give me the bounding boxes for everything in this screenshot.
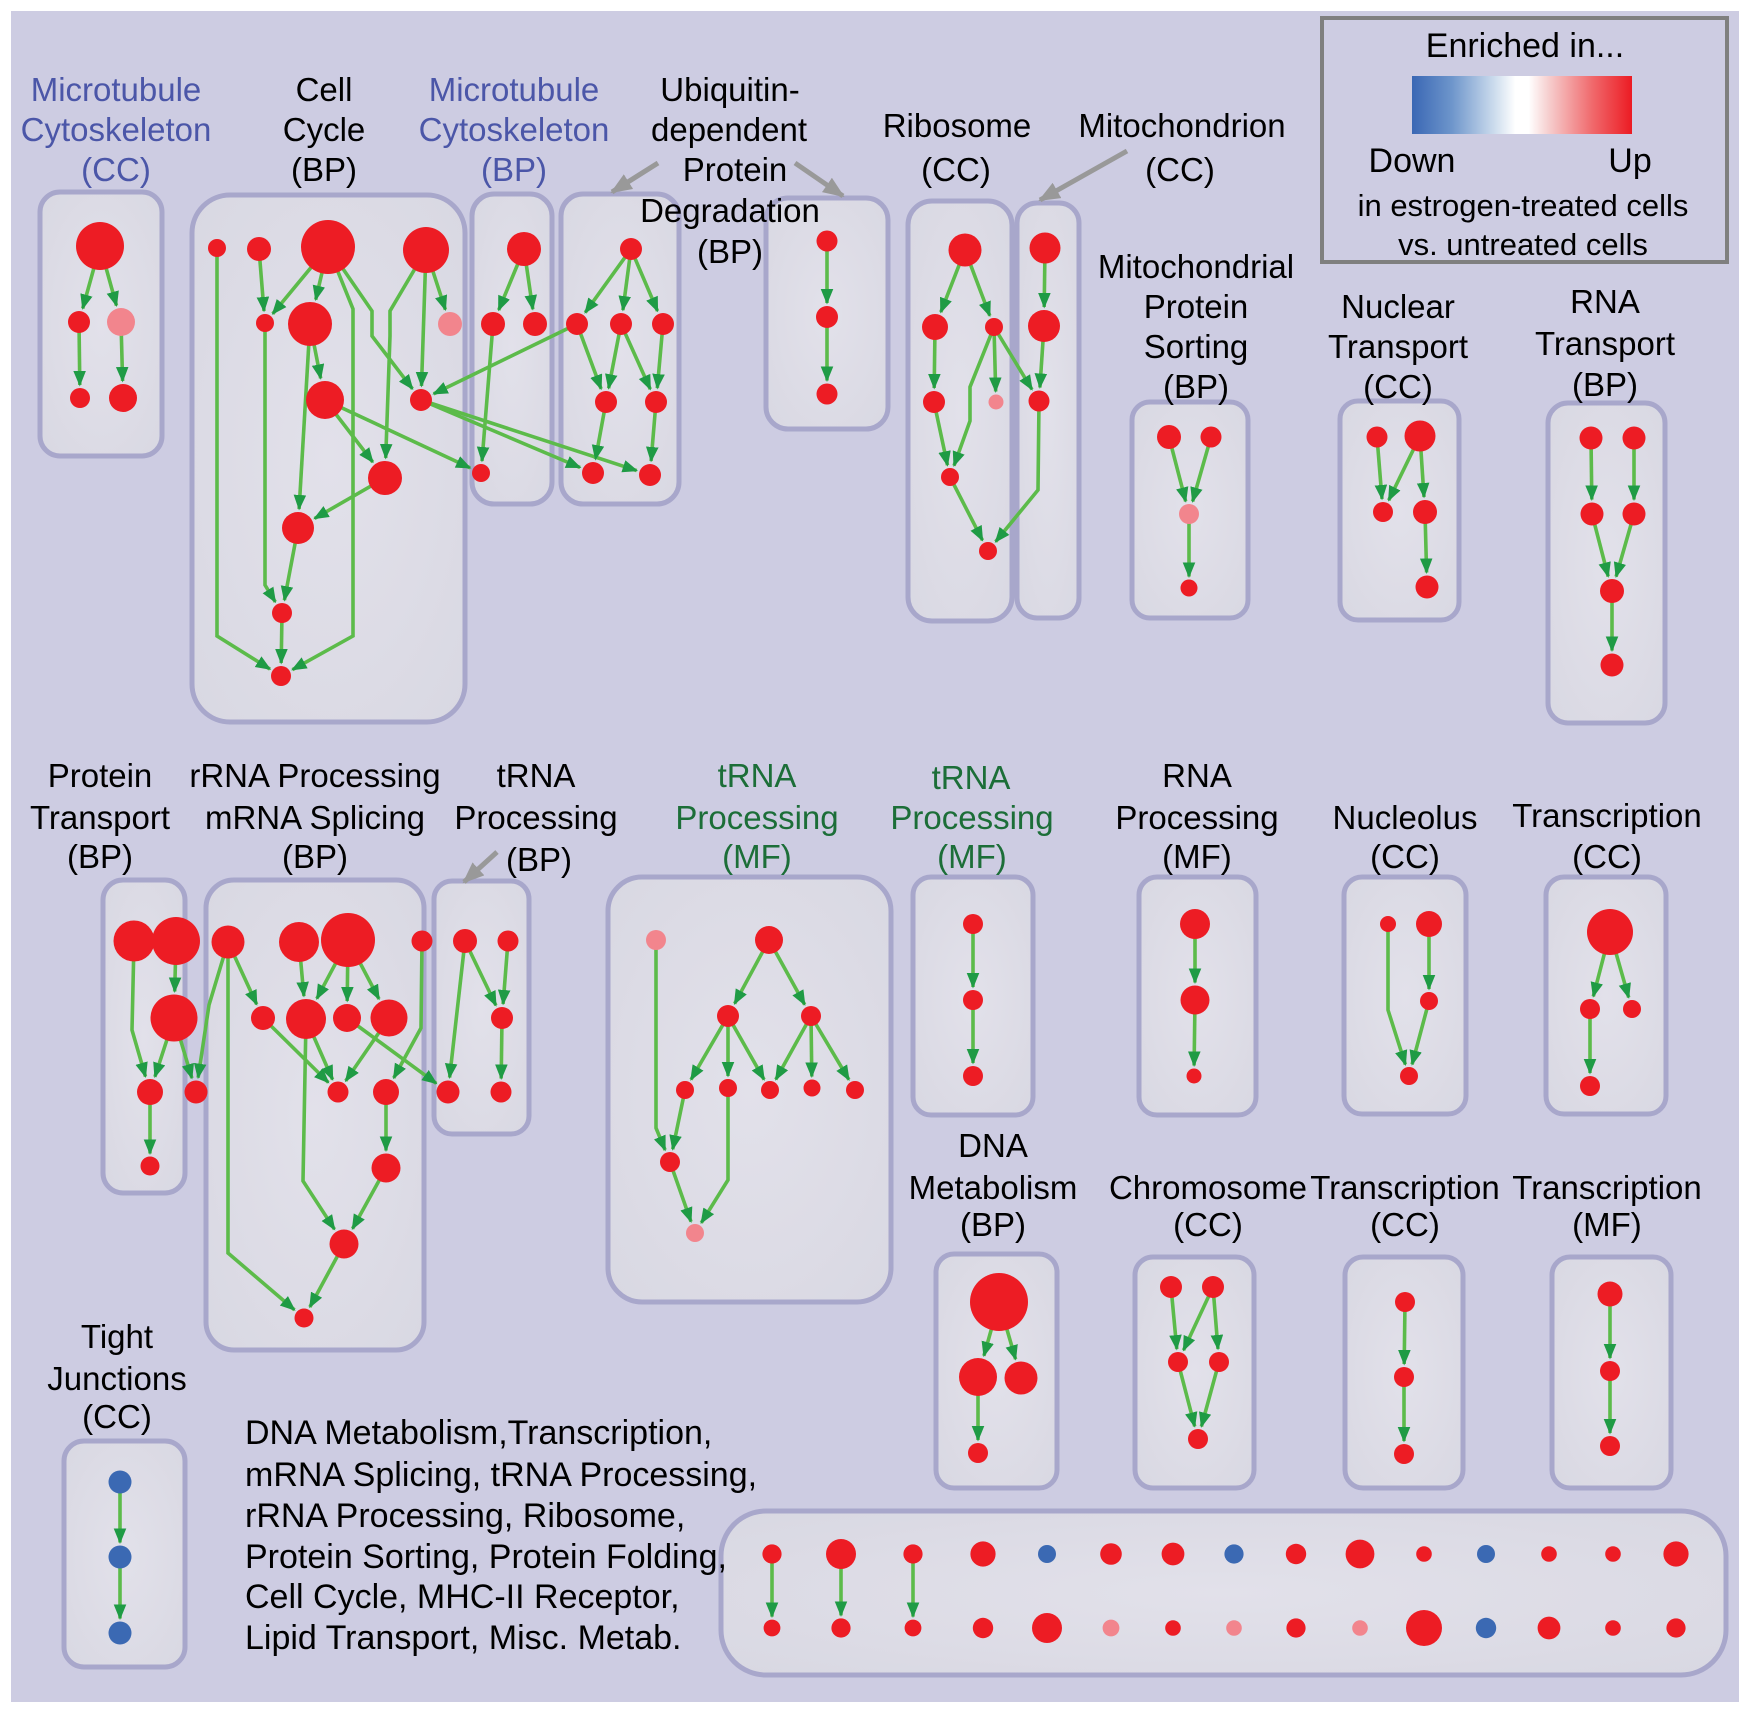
svg-text:Cycle: Cycle [283,111,366,148]
svg-text:Transcription: Transcription [1512,797,1702,834]
svg-text:(BP): (BP) [481,151,547,188]
svg-text:Tight: Tight [81,1318,153,1355]
svg-text:Microtubule: Microtubule [429,71,600,108]
svg-text:Up: Up [1608,142,1651,180]
svg-text:Transcription: Transcription [1512,1169,1702,1206]
svg-text:(MF): (MF) [722,838,792,875]
svg-text:Nuclear: Nuclear [1341,288,1455,325]
svg-text:Down: Down [1369,142,1456,180]
svg-text:Degradation: Degradation [640,192,820,229]
svg-text:Ribosome: Ribosome [883,107,1032,144]
svg-text:(BP): (BP) [282,838,348,875]
svg-text:Junctions: Junctions [47,1360,186,1397]
svg-text:Processing: Processing [454,799,617,836]
svg-text:Sorting: Sorting [1144,328,1249,365]
svg-text:(BP): (BP) [697,233,763,270]
svg-text:(BP): (BP) [1163,368,1229,405]
svg-text:(CC): (CC) [1370,1206,1440,1243]
svg-text:Transport: Transport [1535,325,1675,362]
svg-text:Cytoskeleton: Cytoskeleton [419,111,610,148]
svg-text:(MF): (MF) [1572,1206,1642,1243]
svg-text:tRNA: tRNA [932,759,1011,796]
svg-text:(CC): (CC) [1370,838,1440,875]
svg-text:Mitochondrion: Mitochondrion [1078,107,1285,144]
svg-text:Transport: Transport [1328,328,1468,365]
svg-text:(MF): (MF) [937,838,1007,875]
svg-text:tRNA: tRNA [718,757,797,794]
svg-text:Processing: Processing [675,799,838,836]
svg-text:RNA: RNA [1570,283,1640,320]
svg-text:(CC): (CC) [82,1398,152,1435]
svg-text:Cell Cycle, MHC-II Receptor,: Cell Cycle, MHC-II Receptor, [245,1578,680,1616]
svg-text:Lipid Transport, Misc. Metab.: Lipid Transport, Misc. Metab. [245,1619,682,1657]
svg-text:Processing: Processing [1115,799,1278,836]
svg-text:(BP): (BP) [1572,366,1638,403]
svg-text:Microtubule: Microtubule [31,71,202,108]
svg-text:(CC): (CC) [1145,151,1215,188]
svg-text:rRNA Processing, Ribosome,: rRNA Processing, Ribosome, [245,1497,685,1535]
svg-text:Transport: Transport [30,799,170,836]
svg-text:DNA: DNA [958,1127,1028,1164]
svg-text:Mitochondrial: Mitochondrial [1098,248,1294,285]
svg-text:RNA: RNA [1162,757,1232,794]
svg-text:Metabolism: Metabolism [909,1169,1078,1206]
svg-text:(CC): (CC) [1572,838,1642,875]
svg-text:mRNA Splicing, tRNA Processing: mRNA Splicing, tRNA Processing, [245,1456,757,1494]
svg-text:dependent: dependent [651,111,807,148]
svg-text:Chromosome: Chromosome [1109,1169,1307,1206]
svg-text:vs. untreated cells: vs. untreated cells [1398,227,1648,262]
svg-text:Ubiquitin-: Ubiquitin- [660,71,799,108]
svg-text:Protein: Protein [48,757,153,794]
svg-text:rRNA Processing: rRNA Processing [189,757,440,794]
svg-text:tRNA: tRNA [497,757,576,794]
svg-text:Transcription: Transcription [1310,1169,1500,1206]
svg-text:mRNA Splicing: mRNA Splicing [205,799,425,836]
svg-text:Protein Sorting, Protein Foldi: Protein Sorting, Protein Folding, [245,1538,727,1576]
svg-text:Enriched in...: Enriched in... [1426,27,1624,65]
svg-text:Cell: Cell [296,71,353,108]
svg-text:(CC): (CC) [1173,1206,1243,1243]
svg-text:(BP): (BP) [291,151,357,188]
svg-text:Protein: Protein [1144,288,1249,325]
svg-text:(BP): (BP) [67,838,133,875]
svg-text:(BP): (BP) [960,1206,1026,1243]
svg-text:(CC): (CC) [921,151,991,188]
svg-text:Cytoskeleton: Cytoskeleton [21,111,212,148]
svg-text:in estrogen-treated cells: in estrogen-treated cells [1358,188,1689,223]
svg-text:(CC): (CC) [81,151,151,188]
svg-text:(MF): (MF) [1162,838,1232,875]
svg-text:DNA Metabolism,Transcription,: DNA Metabolism,Transcription, [245,1414,712,1452]
svg-text:Nucleolus: Nucleolus [1333,799,1478,836]
svg-text:Protein: Protein [683,151,788,188]
svg-text:(CC): (CC) [1363,368,1433,405]
svg-text:Processing: Processing [890,799,1053,836]
svg-text:(BP): (BP) [506,841,572,878]
